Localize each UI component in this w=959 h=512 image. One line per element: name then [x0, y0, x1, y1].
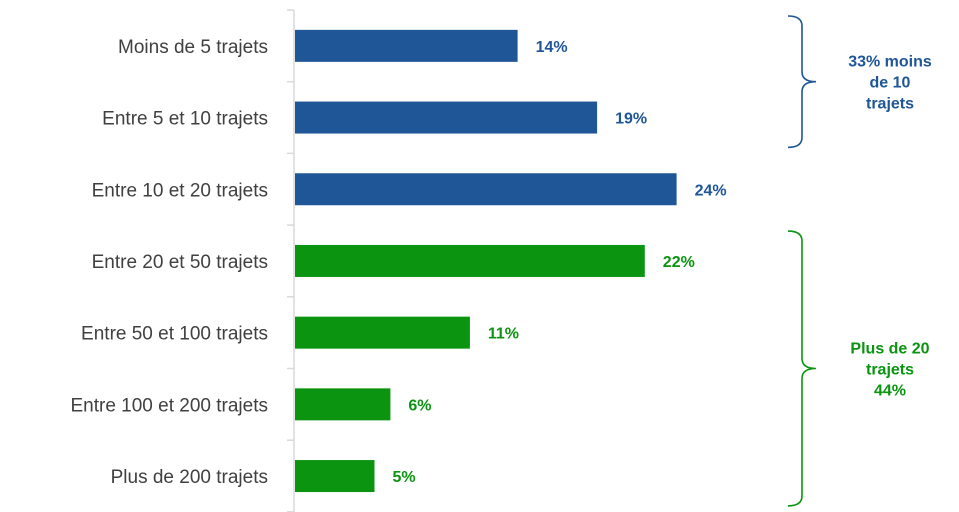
bar [295, 460, 375, 493]
category-label: Entre 20 et 50 trajets [92, 252, 268, 273]
bars-group [295, 29, 677, 493]
category-label: Moins de 5 trajets [118, 37, 268, 58]
annotation-text: Plus de 20 [850, 341, 929, 358]
bar [295, 244, 645, 277]
value-label: 11% [488, 326, 519, 343]
value-labels: 14% 19% 24% 22% 11% 6% 5% [393, 39, 727, 486]
annotation-text: de 10 [870, 75, 911, 92]
bar [295, 101, 598, 134]
axis-ticks [287, 9, 294, 512]
value-label: 22% [663, 254, 695, 271]
annotation-text: trajets [866, 96, 914, 113]
bracket [787, 230, 817, 507]
value-label: 6% [408, 397, 431, 414]
category-labels: Moins de 5 trajets Entre 5 et 10 trajets E… [70, 37, 268, 488]
bar [295, 316, 470, 349]
value-label: 24% [695, 182, 727, 199]
category-label: Entre 100 et 200 trajets [70, 395, 268, 416]
value-label: 5% [393, 469, 416, 486]
annotation-text: trajets [866, 362, 914, 379]
bracket-annotations: 33% moins de 10 trajets Plus de 20 trajets 44… [787, 15, 932, 507]
bracket [787, 15, 817, 149]
bar [295, 388, 391, 421]
category-label: Entre 10 et 20 trajets [92, 180, 268, 201]
category-label: Plus de 200 trajets [111, 467, 268, 488]
value-label: 14% [536, 39, 568, 56]
annotation-text: 33% moins [848, 54, 932, 71]
bar [295, 29, 518, 62]
value-label: 19% [615, 111, 647, 128]
annotation-text: 44% [874, 383, 906, 400]
bar [295, 173, 677, 206]
category-label: Entre 50 et 100 trajets [81, 324, 268, 345]
category-label: Entre 5 et 10 trajets [102, 109, 268, 130]
